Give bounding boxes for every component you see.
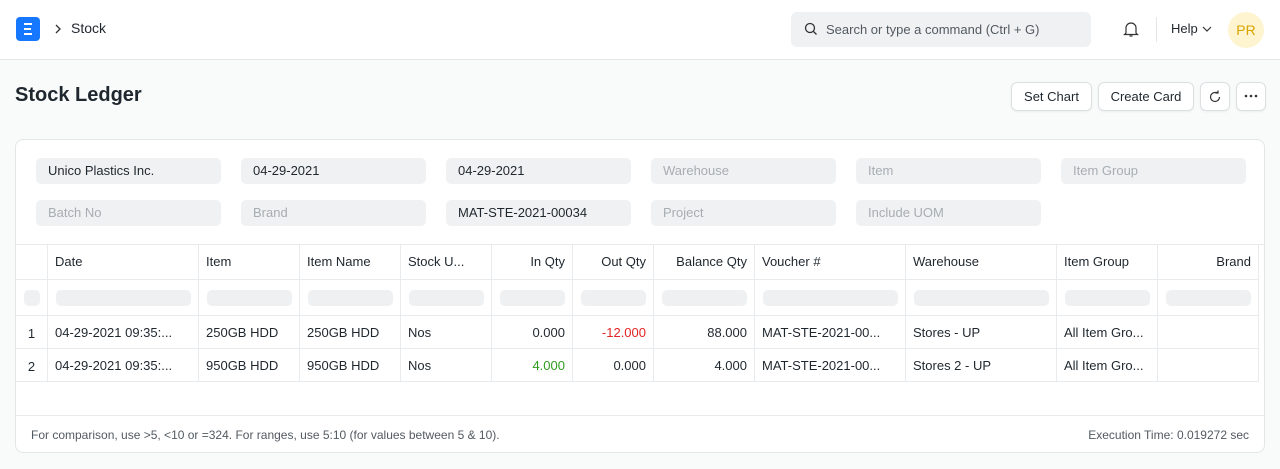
table-cell: Nos xyxy=(401,349,492,382)
table-cell xyxy=(1158,349,1259,382)
column-filter xyxy=(492,280,573,316)
more-button[interactable] xyxy=(1236,82,1266,111)
column-header[interactable]: In Qty xyxy=(492,244,573,280)
column-filter xyxy=(573,280,654,316)
column-header[interactable]: Brand xyxy=(1158,244,1259,280)
filter-field[interactable]: Brand xyxy=(241,200,426,226)
table-cell: 250GB HDD xyxy=(300,316,401,349)
column-filter xyxy=(906,280,1057,316)
create-card-button[interactable]: Create Card xyxy=(1098,82,1194,111)
help-caret xyxy=(1202,26,1212,32)
row-number: 2 xyxy=(16,349,48,382)
table-cell: Nos xyxy=(401,316,492,349)
filter-placeholder xyxy=(763,290,898,306)
help-menu[interactable]: Help xyxy=(1171,21,1198,36)
column-header[interactable]: Out Qty xyxy=(573,244,654,280)
filter-placeholder xyxy=(581,290,646,306)
table-cell: All Item Gro... xyxy=(1057,349,1158,382)
row-number: 1 xyxy=(16,316,48,349)
filter-field[interactable]: Unico Plastics Inc. xyxy=(36,158,221,184)
filter-placeholder xyxy=(662,290,747,306)
table-cell: 950GB HDD xyxy=(199,349,300,382)
filter-field[interactable]: Batch No xyxy=(36,200,221,226)
column-filter xyxy=(199,280,300,316)
refresh-icon xyxy=(1209,90,1221,103)
footer-hint: For comparison, use >5, <10 or =324. For… xyxy=(31,428,500,442)
breadcrumb[interactable]: Stock xyxy=(71,20,107,36)
table-cell: 88.000 xyxy=(654,316,755,349)
column-filter xyxy=(401,280,492,316)
refresh-button[interactable] xyxy=(1200,82,1230,111)
filter-placeholder xyxy=(500,290,565,306)
table-border xyxy=(16,244,1264,245)
app-logo[interactable] xyxy=(16,17,40,41)
page-title: Stock Ledger xyxy=(15,84,142,106)
search-icon xyxy=(804,22,817,35)
column-filter xyxy=(1158,280,1259,316)
table-cell: MAT-STE-2021-00... xyxy=(755,316,906,349)
filter-placeholder xyxy=(56,290,191,306)
index-filter xyxy=(16,280,48,316)
user-avatar[interactable]: PR xyxy=(1228,12,1264,48)
column-filter xyxy=(654,280,755,316)
filter-field[interactable]: 04-29-2021 xyxy=(241,158,426,184)
table-cell: All Item Gro... xyxy=(1057,316,1158,349)
filter-placeholder xyxy=(1166,290,1251,306)
filter-placeholder xyxy=(409,290,484,306)
filter-field[interactable]: 04-29-2021 xyxy=(446,158,631,184)
filter-placeholder xyxy=(1065,290,1150,306)
column-header[interactable]: Voucher # xyxy=(755,244,906,280)
column-header[interactable]: Stock U... xyxy=(401,244,492,280)
notification-bell[interactable] xyxy=(1122,20,1140,38)
execution-time: Execution Time: 0.019272 sec xyxy=(1088,428,1249,442)
column-filter xyxy=(48,280,199,316)
table-cell: 250GB HDD xyxy=(199,316,300,349)
filter-placeholder xyxy=(207,290,292,306)
filter-placeholder xyxy=(914,290,1049,306)
column-header[interactable]: Warehouse xyxy=(906,244,1057,280)
table-cell: 950GB HDD xyxy=(300,349,401,382)
table-cell: -12.000 xyxy=(573,316,654,349)
set-chart-button[interactable]: Set Chart xyxy=(1011,82,1092,111)
column-header[interactable]: Item Group xyxy=(1057,244,1158,280)
navbar: Stock Search or type a command (Ctrl + G… xyxy=(0,0,1280,60)
filter-field[interactable]: Project xyxy=(651,200,836,226)
footer-divider xyxy=(16,415,1264,416)
table-cell: MAT-STE-2021-00... xyxy=(755,349,906,382)
table-cell: 0.000 xyxy=(573,349,654,382)
filter-field[interactable]: Include UOM xyxy=(856,200,1041,226)
table-cell: 04-29-2021 09:35:... xyxy=(48,316,199,349)
filter-placeholder xyxy=(24,290,40,306)
column-header[interactable]: Item xyxy=(199,244,300,280)
report-card: For comparison, use >5, <10 or =324. For… xyxy=(15,139,1265,453)
column-header[interactable]: Date xyxy=(48,244,199,280)
column-header[interactable]: Balance Qty xyxy=(654,244,755,280)
table-cell: Stores 2 - UP xyxy=(906,349,1057,382)
table-cell xyxy=(1158,316,1259,349)
column-filter xyxy=(300,280,401,316)
table-cell: Stores - UP xyxy=(906,316,1057,349)
filter-field[interactable]: Item Group xyxy=(1061,158,1246,184)
divider xyxy=(1156,17,1157,42)
filter-field[interactable]: Warehouse xyxy=(651,158,836,184)
table-cell: 4.000 xyxy=(492,349,573,382)
more-icon xyxy=(1244,94,1258,98)
filter-placeholder xyxy=(308,290,393,306)
search-bar[interactable]: Search or type a command (Ctrl + G) xyxy=(791,12,1091,47)
breadcrumb-chevron xyxy=(55,24,61,34)
column-filter xyxy=(1057,280,1158,316)
filter-field[interactable]: Item xyxy=(856,158,1041,184)
column-filter xyxy=(755,280,906,316)
filter-field[interactable]: MAT-STE-2021-00034 xyxy=(446,200,631,226)
table-cell: 0.000 xyxy=(492,316,573,349)
table-cell: 4.000 xyxy=(654,349,755,382)
index-header xyxy=(16,244,48,280)
table-cell: 04-29-2021 09:35:... xyxy=(48,349,199,382)
column-header[interactable]: Item Name xyxy=(300,244,401,280)
